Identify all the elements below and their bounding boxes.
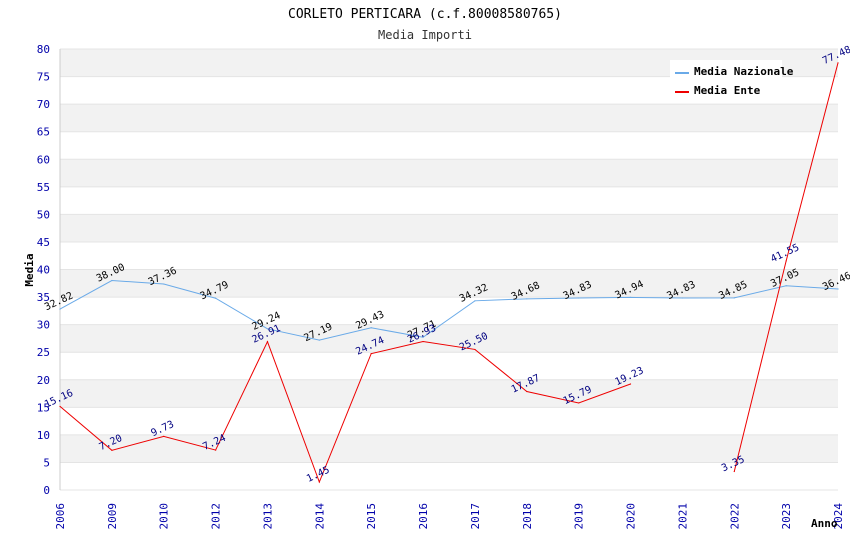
series-line-media-nazionale-0 bbox=[59, 280, 839, 341]
grid-band bbox=[60, 379, 838, 408]
data-point-media-nazionale-2014 bbox=[318, 339, 320, 341]
data-point-media-nazionale-2023 bbox=[785, 285, 787, 287]
x-tick-label-2018: 2018 bbox=[521, 503, 534, 530]
chart-title: CORLETO PERTICARA (c.f.80008580765) bbox=[288, 7, 562, 22]
x-axis-ticks: 2006 2009 2010 2012 2013 2014 2015 2016 2017 2018… bbox=[54, 503, 845, 530]
y-tick-label-70: 70 bbox=[37, 98, 50, 111]
data-point-media-ente-2020 bbox=[629, 383, 632, 385]
data-point-media-nazionale-2022 bbox=[733, 297, 735, 299]
y-tick-label-25: 25 bbox=[37, 346, 50, 359]
x-tick-label-2021: 2021 bbox=[676, 503, 689, 530]
x-tick-label-2019: 2019 bbox=[573, 503, 586, 530]
grid-band bbox=[60, 269, 838, 298]
data-point-media-ente-2023 bbox=[785, 260, 787, 262]
data-point-media-ente-2022 bbox=[733, 470, 735, 473]
data-point-media-nazionale-2009 bbox=[111, 279, 113, 282]
x-tick-label-2013: 2013 bbox=[261, 503, 274, 530]
x-tick-label-2023: 2023 bbox=[780, 503, 793, 530]
data-point-media-nazionale-2010 bbox=[163, 283, 165, 285]
legend-box bbox=[670, 60, 782, 100]
data-label-media-ente-2023: 41.55 bbox=[769, 242, 801, 265]
y-tick-label-80: 80 bbox=[37, 43, 50, 56]
data-point-media-nazionale-2013 bbox=[266, 328, 269, 330]
y-tick-label-60: 60 bbox=[37, 153, 50, 166]
legend-label-media-ente: Media Ente bbox=[694, 84, 761, 97]
y-tick-label-40: 40 bbox=[37, 264, 50, 277]
data-point-media-ente-2013 bbox=[266, 341, 269, 343]
y-tick-label-45: 45 bbox=[37, 236, 50, 249]
x-tick-label-2015: 2015 bbox=[365, 503, 378, 530]
data-point-media-nazionale-2015 bbox=[370, 327, 372, 329]
data-point-media-nazionale-2016 bbox=[422, 336, 424, 338]
legend: Media Nazionale Media Ente bbox=[670, 60, 794, 100]
data-point-media-nazionale-2021 bbox=[681, 297, 684, 299]
grid-band bbox=[60, 324, 838, 353]
x-tick-label-2016: 2016 bbox=[417, 503, 430, 530]
data-point-media-nazionale-2019 bbox=[578, 297, 580, 299]
data-point-media-ente-2019 bbox=[578, 402, 580, 404]
x-tick-label-2024: 2024 bbox=[832, 503, 845, 530]
y-tick-label-10: 10 bbox=[37, 429, 50, 442]
y-tick-label-0: 0 bbox=[43, 484, 50, 497]
y-axis-label: Media bbox=[23, 253, 36, 286]
legend-label-media-nazionale: Media Nazionale bbox=[694, 65, 794, 78]
data-point-media-nazionale-2018 bbox=[526, 298, 528, 300]
data-point-media-ente-2018 bbox=[526, 390, 528, 393]
x-axis-label: Anno bbox=[811, 517, 838, 530]
chart-subtitle: Media Importi bbox=[378, 28, 472, 42]
y-tick-label-5: 5 bbox=[43, 456, 50, 469]
data-point-media-ente-2006 bbox=[59, 405, 61, 408]
x-tick-label-2010: 2010 bbox=[158, 503, 171, 530]
y-axis-ticks: 0 5 10 15 20 25 30 35 40 45 50 55 60 65 70 75 80 bbox=[37, 43, 50, 497]
y-tick-label-65: 65 bbox=[37, 126, 50, 139]
y-tick-label-20: 20 bbox=[37, 374, 50, 387]
data-point-media-ente-2024 bbox=[837, 62, 839, 64]
y-tick-label-50: 50 bbox=[37, 208, 50, 221]
grid-band bbox=[60, 159, 838, 187]
data-point-media-ente-2015 bbox=[370, 353, 372, 355]
data-label-media-ente-2014: 1.45 bbox=[305, 465, 331, 485]
y-tick-label-75: 75 bbox=[37, 71, 50, 84]
data-point-media-nazionale-2006 bbox=[59, 308, 61, 310]
grid-bands bbox=[60, 49, 838, 463]
data-point-media-ente-2009 bbox=[111, 449, 113, 451]
grid-band bbox=[60, 214, 838, 242]
data-point-media-ente-2010 bbox=[163, 435, 165, 437]
x-tick-label-2022: 2022 bbox=[728, 503, 741, 530]
data-point-media-nazionale-2020 bbox=[629, 296, 632, 298]
data-point-media-nazionale-2024 bbox=[837, 288, 839, 290]
data-point-media-ente-2012 bbox=[215, 449, 217, 451]
y-tick-label-15: 15 bbox=[37, 401, 50, 414]
y-tick-label-35: 35 bbox=[37, 291, 50, 304]
y-tick-label-30: 30 bbox=[37, 319, 50, 332]
x-tick-label-2009: 2009 bbox=[106, 503, 119, 530]
grid-band bbox=[60, 104, 838, 132]
series-line-media-ente-0 bbox=[59, 340, 631, 484]
data-point-media-ente-2017 bbox=[474, 348, 476, 351]
x-tick-label-2006: 2006 bbox=[54, 503, 67, 530]
y-tick-label-55: 55 bbox=[37, 181, 50, 194]
x-tick-label-2014: 2014 bbox=[313, 503, 326, 530]
data-point-media-ente-2014 bbox=[318, 481, 320, 483]
x-tick-label-2012: 2012 bbox=[210, 503, 223, 530]
data-point-media-nazionale-2012 bbox=[215, 297, 217, 299]
grid-band bbox=[60, 434, 838, 463]
data-point-media-nazionale-2017 bbox=[474, 300, 476, 302]
x-tick-label-2020: 2020 bbox=[625, 503, 638, 530]
data-point-media-ente-2016 bbox=[422, 340, 424, 343]
x-tick-label-2017: 2017 bbox=[469, 503, 482, 530]
